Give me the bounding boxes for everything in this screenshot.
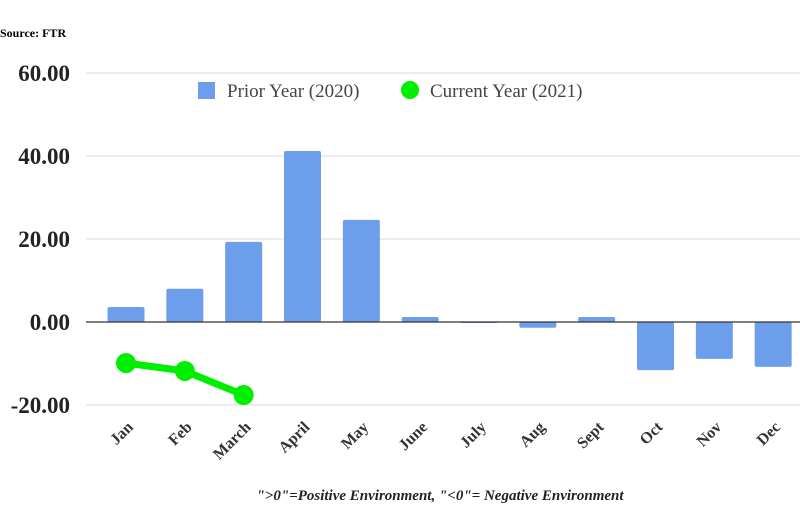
bar	[578, 317, 616, 322]
legend-swatch-bar	[198, 82, 215, 99]
legend-label: Prior Year (2020)	[227, 81, 359, 102]
x-tick-label: Oct	[637, 418, 667, 448]
line-point	[233, 385, 254, 406]
legend-swatch-line	[401, 81, 419, 99]
bar	[637, 322, 675, 371]
x-tick-label: April	[276, 418, 314, 456]
footnote: ">0"=Positive Environment, "<0"= Negativ…	[256, 488, 624, 504]
line-point	[174, 360, 195, 381]
bar	[519, 322, 557, 328]
y-tick-label: 40.00	[18, 144, 70, 169]
y-tick-label: -20.00	[11, 393, 70, 418]
y-tick-label: 0.00	[30, 310, 70, 335]
x-tick-label: Aug	[517, 419, 549, 451]
x-tick-label: March	[210, 419, 255, 464]
x-tick-label: June	[396, 419, 431, 454]
source-label: Source: FTR	[0, 26, 67, 40]
y-tick-label: 60.00	[18, 61, 70, 86]
y-tick-label: 20.00	[18, 227, 70, 252]
x-tick-label: Jan	[107, 419, 137, 449]
line-point	[116, 353, 137, 374]
bar	[166, 288, 204, 322]
bar	[342, 219, 380, 322]
bar	[695, 322, 733, 359]
x-tick-label: Sept	[574, 418, 608, 452]
x-tick-label: May	[338, 419, 372, 453]
x-tick-label: July	[457, 419, 490, 452]
x-tick-label: Dec	[754, 419, 784, 449]
x-tick-label: Feb	[165, 419, 195, 449]
bar	[225, 241, 263, 322]
bar	[754, 322, 792, 367]
bar	[284, 151, 322, 322]
bar	[107, 307, 145, 322]
legend-label: Current Year (2021)	[430, 81, 583, 102]
bar	[401, 317, 439, 322]
x-tick-label: Nov	[694, 419, 726, 451]
